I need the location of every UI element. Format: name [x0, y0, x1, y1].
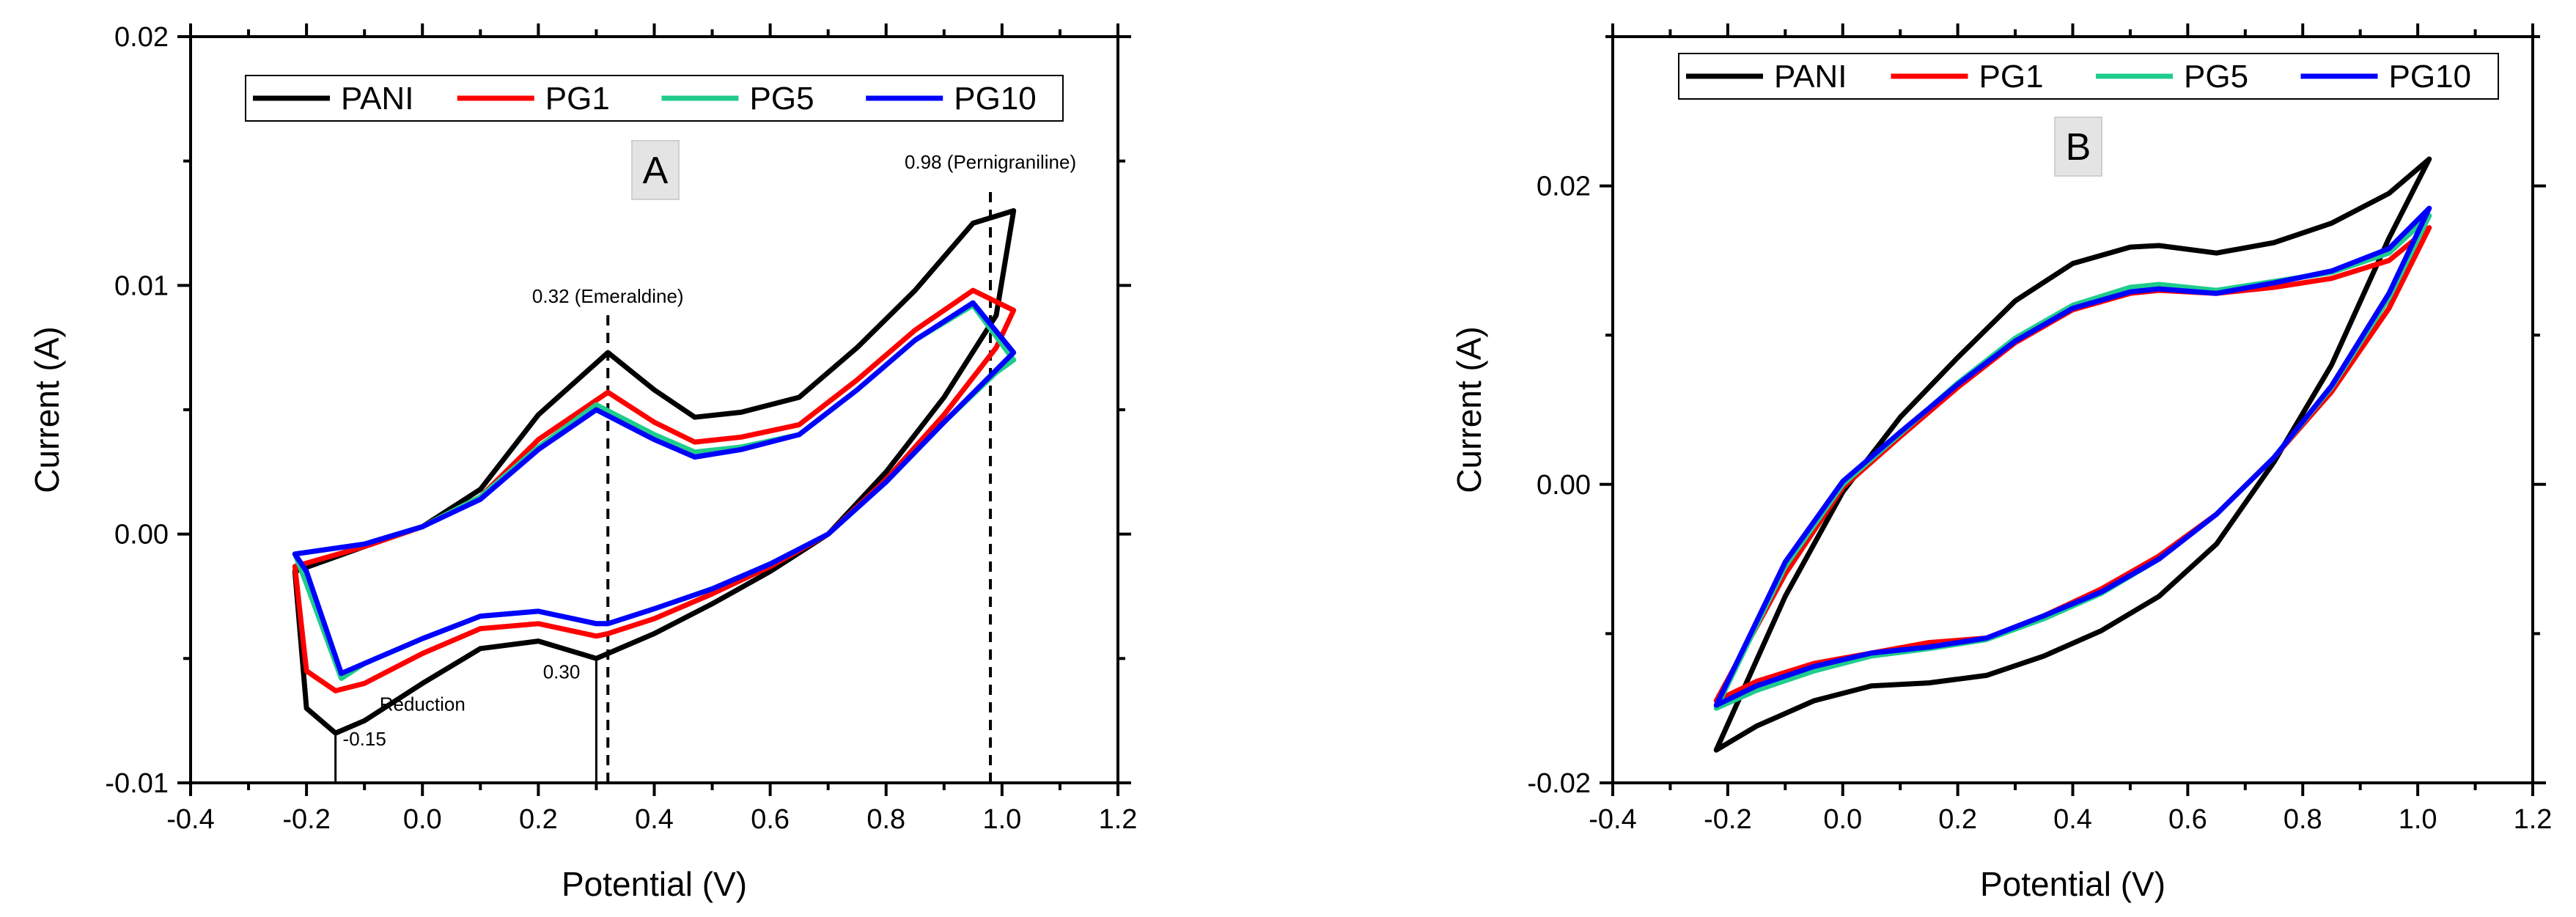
- series-pani: [292, 208, 1017, 736]
- y-tick-label: 0.00: [114, 520, 169, 550]
- legend: PANI PG1 PG5 PG10: [245, 75, 1064, 122]
- legend-label-pani: PANI: [1774, 59, 1847, 95]
- x-tick-label: 1.2: [2514, 804, 2553, 835]
- series-pg1: [292, 287, 1017, 693]
- x-tick-label: 0.6: [2168, 804, 2207, 835]
- chart-panel-a: -0.4 -0.2 0.0 0.2 0.4 0.6 0.8 1.0 1.2 -0.01 0.00 0.…: [28, 22, 1137, 903]
- panel-label: A: [643, 150, 669, 192]
- y-axis-title: Current (A): [28, 326, 66, 493]
- x-tick-label: 0.0: [1823, 804, 1862, 835]
- y-tick-label: -0.01: [105, 768, 169, 799]
- series-pani: [1713, 156, 2432, 753]
- y-tick-label: 0.01: [114, 270, 169, 301]
- legend-label-pg10: PG10: [954, 81, 1037, 117]
- series-pg10: [292, 300, 1017, 677]
- series-pg5: [1713, 213, 2432, 711]
- x-tick-label: 0.4: [2053, 804, 2092, 835]
- x-tick-label: 0.6: [751, 804, 790, 835]
- annotation: Reduction: [380, 693, 465, 715]
- x-tick-label: 1.0: [2399, 804, 2437, 835]
- annotation: -0.15: [343, 728, 386, 750]
- x-axis-title: Potential (V): [562, 865, 747, 903]
- y-tick-label: 0.02: [114, 22, 169, 53]
- y-tick-label: 0.00: [1537, 470, 1591, 501]
- x-tick-label: 1.0: [982, 804, 1021, 835]
- x-tick-label: -0.2: [282, 804, 330, 835]
- x-tick-label: -0.4: [166, 804, 214, 835]
- y-tick-label: 0.02: [1537, 172, 1591, 202]
- x-tick-label: 0.2: [1938, 804, 1977, 835]
- legend: PANI PG1 PG5 PG10: [1678, 53, 2499, 100]
- legend-label-pani: PANI: [341, 81, 413, 117]
- legend-label-pg5: PG5: [2184, 59, 2248, 95]
- x-tick-label: 0.0: [403, 804, 442, 835]
- series-pg5: [292, 303, 1017, 681]
- panel-label: B: [2066, 126, 2091, 169]
- x-tick-label: -0.4: [1589, 804, 1636, 835]
- legend-label-pg5: PG5: [750, 81, 814, 117]
- annotation: 0.30: [543, 660, 581, 682]
- panel-label-box: [2054, 117, 2102, 177]
- x-tick-label: 0.8: [866, 804, 905, 835]
- chart-panel-b: -0.4 -0.2 0.0 0.2 0.4 0.6 0.8 1.0 1.2 -0.02 0.00 0.…: [1450, 23, 2552, 903]
- legend-label-pg10: PG10: [2389, 59, 2472, 95]
- x-tick-label: 0.8: [2284, 804, 2322, 835]
- legend-label-pg1: PG1: [1979, 59, 2044, 95]
- x-tick-label: 0.4: [635, 804, 674, 835]
- x-axis-title: Potential (V): [1980, 865, 2165, 903]
- y-tick-label: -0.02: [1527, 768, 1591, 799]
- panel-label-box: [631, 140, 680, 200]
- x-tick-label: 1.2: [1099, 804, 1138, 835]
- x-tick-label: 0.2: [519, 804, 558, 835]
- annotation: 0.98 (Pernigraniline): [905, 151, 1076, 173]
- x-tick-label: -0.2: [1704, 804, 1751, 835]
- series-pg1: [1713, 225, 2432, 704]
- y-axis-title: Current (A): [1450, 326, 1488, 493]
- series-pg10: [1713, 205, 2432, 708]
- annotation: 0.32 (Emeraldine): [532, 285, 684, 307]
- legend-label-pg1: PG1: [545, 81, 610, 117]
